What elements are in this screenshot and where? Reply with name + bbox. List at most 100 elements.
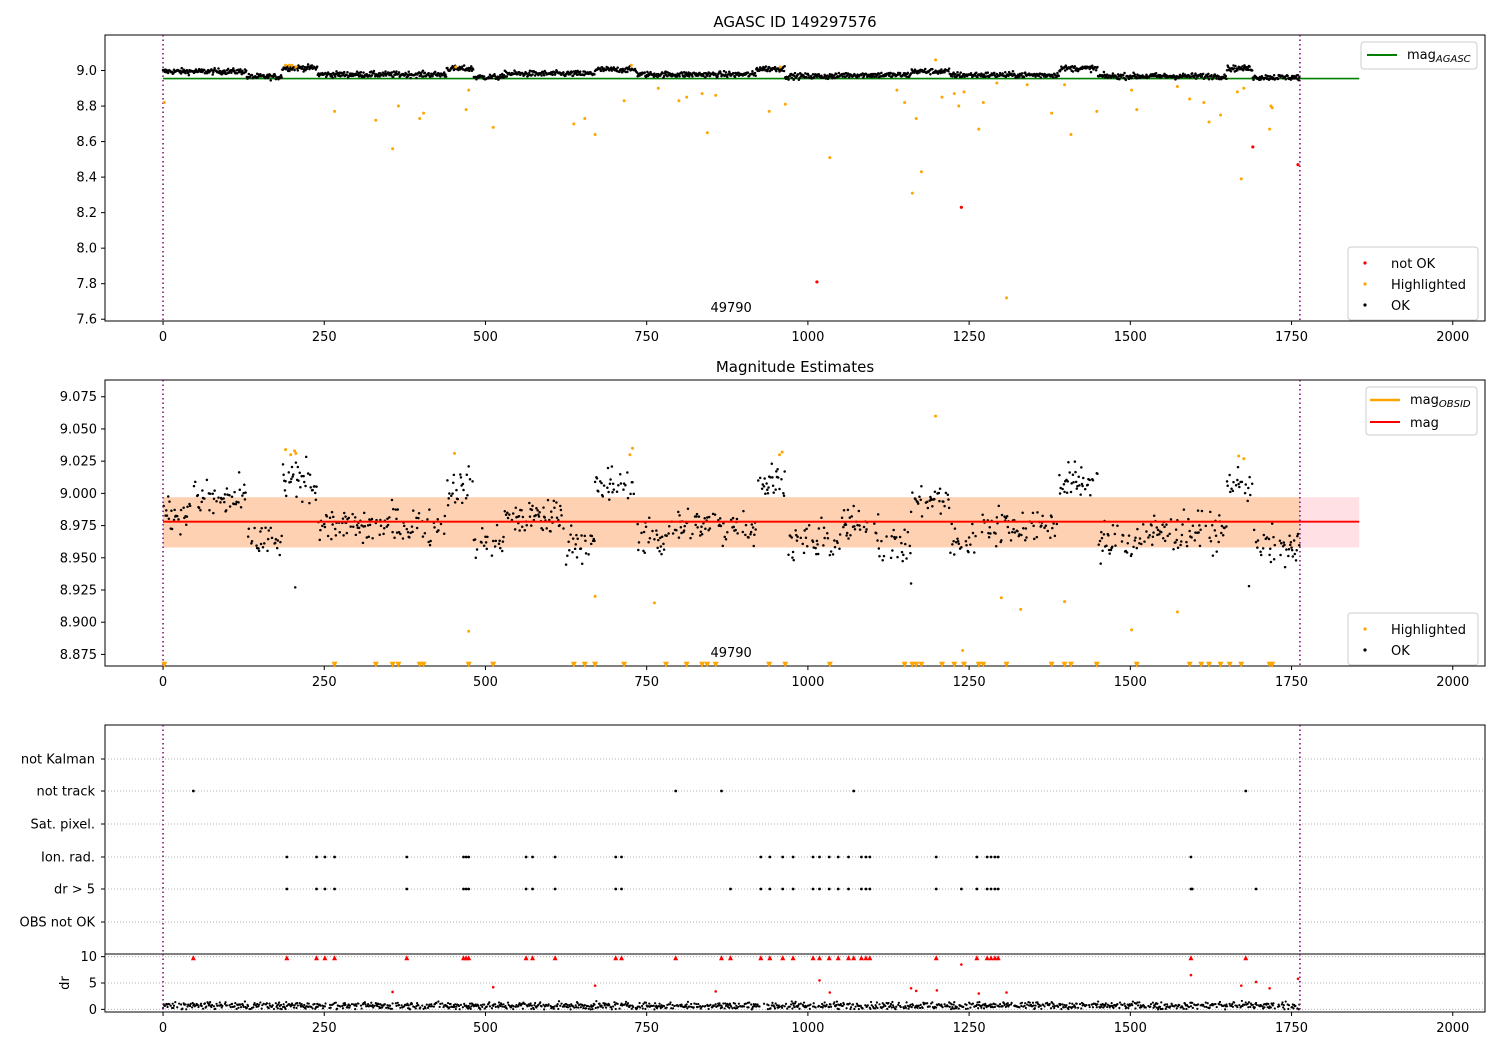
- ok-point: [876, 539, 879, 542]
- ok-point: [809, 74, 813, 78]
- dr-point: [724, 1002, 727, 1005]
- dr-point: [781, 1006, 784, 1009]
- ok-point: [794, 529, 797, 532]
- dr-point: [530, 1004, 533, 1007]
- ok-point: [1108, 552, 1111, 555]
- ok-point: [420, 71, 423, 74]
- ok-point: [1279, 553, 1282, 557]
- highlighted-below-marker: [1217, 661, 1224, 668]
- panel-magnitude-title: Magnitude Estimates: [716, 358, 874, 376]
- flag-point: [860, 887, 863, 891]
- ok-point: [1236, 465, 1240, 469]
- ok-point: [780, 69, 784, 72]
- dr-point: [1074, 1006, 1077, 1009]
- dr-point: [773, 1005, 776, 1008]
- ok-point: [172, 68, 176, 72]
- ok-point: [294, 461, 298, 464]
- dr-point: [383, 1003, 386, 1006]
- ok-point: [1082, 476, 1085, 480]
- flag-point: [934, 855, 938, 859]
- dr-point: [940, 1003, 943, 1006]
- dr-point: [790, 1003, 793, 1006]
- ok-point: [608, 482, 612, 485]
- ok-point: [306, 63, 310, 66]
- ok-point: [382, 527, 386, 530]
- dr-point: [828, 1006, 831, 1009]
- ok-point: [290, 465, 294, 469]
- flag-point: [553, 887, 557, 891]
- ok-point: [482, 75, 486, 78]
- ok-point: [987, 531, 990, 535]
- ok-point: [724, 71, 728, 74]
- highlighted-point: [1237, 454, 1241, 458]
- dr-point: [882, 1005, 885, 1008]
- ok-point: [939, 512, 942, 515]
- y-tick-label-dr: 5: [89, 977, 97, 992]
- ok-point: [225, 487, 229, 490]
- dr-point: [582, 1006, 585, 1010]
- dr-point: [1107, 1004, 1111, 1007]
- ok-point: [601, 495, 605, 498]
- highlighted-point: [957, 104, 961, 108]
- dr-point: [1204, 1001, 1207, 1004]
- ok-point: [500, 549, 504, 553]
- dr-point: [1087, 1003, 1091, 1007]
- ok-point: [330, 510, 334, 514]
- flag-point: [847, 855, 850, 859]
- dr-point: [241, 1004, 245, 1007]
- ok-point: [1200, 509, 1204, 513]
- ok-point: [751, 70, 754, 73]
- dr-point: [718, 1002, 721, 1005]
- not-ok-point: [1296, 163, 1300, 167]
- highlighted-below-marker: [909, 661, 916, 668]
- dr-point: [488, 1005, 492, 1008]
- ok-point: [742, 509, 745, 513]
- ok-point: [947, 498, 950, 501]
- ok-point: [1294, 559, 1298, 562]
- dr-point: [626, 1002, 630, 1005]
- ok-point: [315, 65, 319, 68]
- ok-point: [395, 531, 399, 534]
- ok-point: [612, 488, 616, 491]
- ok-point: [555, 501, 558, 504]
- dr-point: [670, 1007, 673, 1010]
- ok-point: [767, 486, 770, 489]
- ok-point: [686, 73, 690, 76]
- dr-point: [1249, 1005, 1252, 1009]
- ok-point: [468, 478, 472, 481]
- flag-point: [759, 887, 763, 891]
- dr-point: [387, 1007, 390, 1010]
- ok-point: [726, 531, 729, 534]
- dr-point: [453, 1005, 456, 1009]
- ok-point: [1174, 528, 1178, 531]
- dr-point: [771, 1001, 774, 1005]
- ok-point: [642, 549, 645, 553]
- ok-point: [417, 511, 421, 515]
- dr-point: [1261, 1005, 1264, 1008]
- ok-point: [889, 71, 892, 75]
- dr-point: [593, 1003, 596, 1006]
- highlighted-point: [1207, 120, 1211, 124]
- dr-point: [354, 1008, 357, 1011]
- dr-point: [889, 1004, 892, 1008]
- ok-point: [903, 528, 906, 531]
- ok-point: [1252, 528, 1256, 532]
- ok-point: [648, 537, 652, 540]
- highlighted-point: [977, 127, 981, 131]
- ok-point: [415, 516, 418, 520]
- ok-point: [974, 534, 977, 538]
- flag-point: [405, 887, 409, 891]
- dr-point: [494, 1003, 497, 1006]
- highlighted-below-marker: [592, 661, 599, 668]
- ok-point: [952, 71, 955, 74]
- dr-point: [1158, 1005, 1162, 1008]
- dr-clipped-marker: [984, 955, 990, 961]
- dr-point: [1164, 1007, 1167, 1010]
- flag-point: [531, 855, 534, 859]
- ok-point: [1221, 533, 1225, 537]
- ok-point: [1120, 540, 1124, 543]
- dr-clipped-marker: [810, 955, 816, 961]
- ok-point: [386, 517, 389, 520]
- panel-agasc-title: AGASC ID 149297576: [713, 13, 876, 31]
- highlighted-point: [162, 101, 166, 105]
